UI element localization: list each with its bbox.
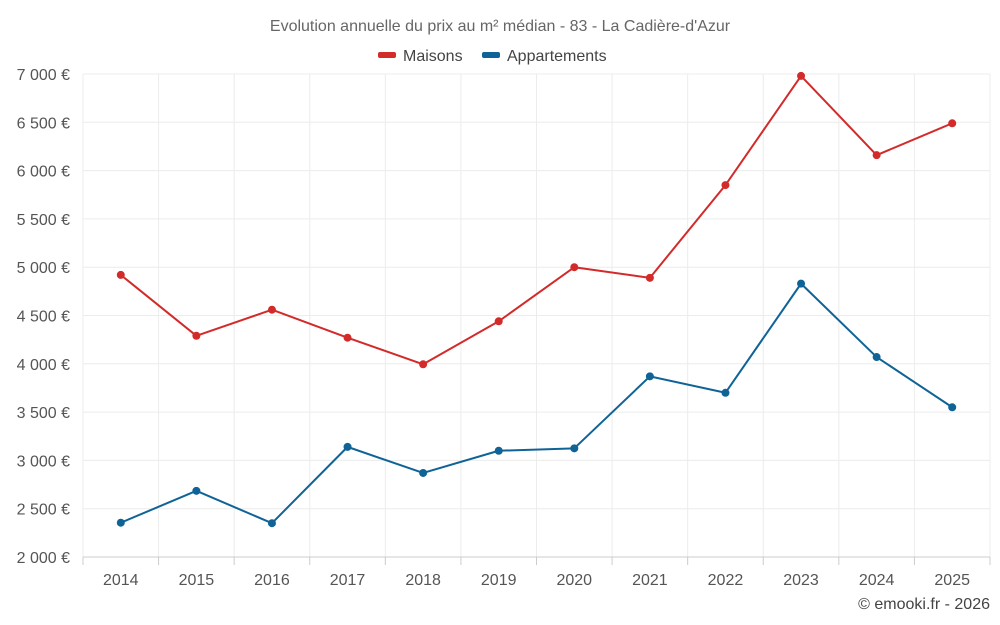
data-point-appartements[interactable] [116,518,125,527]
legend-swatch-appartements [482,52,500,58]
y-tick-label: 4 500 € [17,309,70,326]
data-point-maisons[interactable] [494,317,503,326]
legend: Maisons Appartements [378,48,607,65]
y-tick-label: 3 500 € [17,405,70,422]
legend-item-appartements[interactable]: Appartements [482,48,607,65]
y-tick-label: 6 500 € [17,115,70,132]
y-tick-label: 2 000 € [17,550,70,567]
x-tick-label: 2014 [103,572,139,589]
x-tick-label: 2021 [632,572,668,589]
y-tick-label: 6 000 € [17,164,70,181]
legend-item-maisons[interactable]: Maisons [378,48,463,65]
y-tick-label: 3 000 € [17,453,70,470]
data-point-appartements[interactable] [494,446,503,455]
y-axis-ticks: 2 000 € 2 500 € 3 000 € 3 500 € 4 000 € 4 500… [17,67,70,567]
data-point-appartements[interactable] [419,468,428,477]
data-point-appartements[interactable] [872,353,881,362]
data-point-appartements[interactable] [343,442,352,451]
data-point-maisons[interactable] [267,305,276,314]
series-line-maisons [120,74,953,366]
credit-text: © emooki.fr - 2026 [858,596,990,613]
x-tick-label: 2024 [859,572,895,589]
x-tick-label: 2025 [934,572,970,589]
data-point-maisons[interactable] [116,270,125,279]
y-tick-label: 5 000 € [17,260,70,277]
x-tick-label: 2020 [556,572,592,589]
legend-label-maisons: Maisons [403,48,463,65]
x-tick-label: 2017 [330,572,366,589]
data-point-appartements[interactable] [721,388,730,397]
legend-label-appartements: Appartements [507,48,607,65]
data-point-maisons[interactable] [419,360,428,369]
data-point-maisons[interactable] [797,71,806,80]
data-point-appartements[interactable] [267,519,276,528]
series-appartements [116,279,957,528]
series-maisons [116,71,957,369]
x-tick-label: 2016 [254,572,290,589]
chart-title: Evolution annuelle du prix au m² médian … [270,18,731,35]
x-tick-label: 2023 [783,572,819,589]
x-tick-label: 2019 [481,572,517,589]
data-point-maisons[interactable] [192,331,201,340]
y-tick-label: 5 500 € [17,212,70,229]
data-point-appartements[interactable] [645,372,654,381]
x-tick-label: 2015 [179,572,215,589]
x-tick-label: 2018 [405,572,441,589]
data-point-appartements[interactable] [948,403,957,412]
data-point-appartements[interactable] [570,444,579,453]
data-point-appartements[interactable] [797,279,806,288]
y-tick-label: 7 000 € [17,67,70,84]
data-point-maisons[interactable] [645,273,654,282]
y-tick-label: 2 500 € [17,502,70,519]
data-point-maisons[interactable] [872,151,881,160]
data-point-maisons[interactable] [343,333,352,342]
data-point-appartements[interactable] [192,486,201,495]
x-tick-label: 2022 [708,572,744,589]
series-layer [116,71,957,528]
y-tick-label: 4 000 € [17,357,70,374]
data-point-maisons[interactable] [721,181,730,190]
legend-swatch-maisons [378,52,396,58]
data-point-maisons[interactable] [570,263,579,272]
data-point-maisons[interactable] [948,119,957,128]
series-line-appartements [120,282,953,525]
x-gridlines [82,74,991,557]
x-axis-ticks: 2014 2015 2016 2017 2018 2019 2020 2021 2022 2023… [82,557,991,589]
